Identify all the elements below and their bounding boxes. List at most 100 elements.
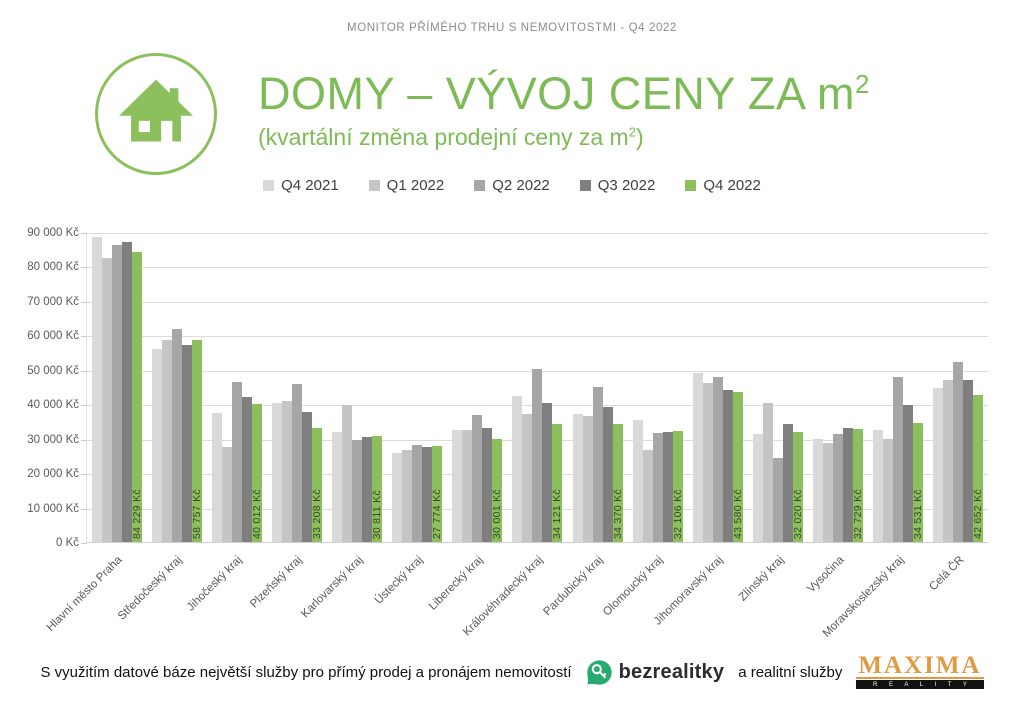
y-axis-label: 0 Kč bbox=[55, 537, 79, 549]
bar-group: 34 121 Kč bbox=[507, 233, 567, 542]
bar-q4-2021 bbox=[452, 430, 463, 542]
y-axis-tick bbox=[81, 474, 87, 476]
bar-q2-2022 bbox=[712, 377, 723, 542]
bar-q2-2022 bbox=[832, 433, 843, 542]
bar-value-label: 40 012 Kč bbox=[251, 489, 264, 539]
page-title: DOMY – VÝVOJ CENY ZA m2 bbox=[258, 68, 870, 119]
bar-q4-2022: 34 531 Kč bbox=[912, 423, 924, 542]
bar-q4-2022: 84 229 Kč bbox=[131, 251, 144, 542]
bar-q2-2022 bbox=[292, 384, 303, 542]
bar-q4-2022: 32 106 Kč bbox=[671, 431, 684, 542]
legend-label: Q4 2022 bbox=[703, 177, 761, 194]
bar-group: 34 531 Kč bbox=[868, 233, 928, 542]
bar-group: 32 729 Kč bbox=[808, 233, 868, 542]
bar-q4-2021 bbox=[752, 433, 763, 542]
legend-swatch bbox=[579, 180, 591, 191]
bar-q4-2022: 30 001 Kč bbox=[491, 438, 503, 542]
bar-group: 42 652 Kč bbox=[928, 233, 988, 542]
bar-q4-2022: 40 012 Kč bbox=[251, 404, 264, 542]
bar-q4-2021 bbox=[692, 373, 703, 542]
y-axis-tick bbox=[81, 301, 87, 303]
bezrealitky-pin-icon bbox=[586, 659, 612, 685]
bar-q4-2021 bbox=[392, 452, 403, 542]
y-axis-label: 70 000 Kč bbox=[27, 295, 79, 308]
gridline bbox=[87, 233, 988, 234]
bar-q1-2022 bbox=[342, 404, 353, 542]
bar-groups: 84 229 Kč 58 757 Kč 40 012 Kč 33 208 Kč 30 8… bbox=[87, 233, 988, 542]
bar-q3-2022 bbox=[662, 432, 673, 542]
bar-q2-2022 bbox=[112, 245, 123, 542]
bar-q4-2021 bbox=[152, 349, 163, 542]
y-axis-label: 20 000 Kč bbox=[27, 468, 79, 481]
bar-q1-2022 bbox=[642, 450, 653, 542]
bar-q2-2022 bbox=[532, 369, 543, 542]
legend-swatch bbox=[263, 180, 275, 191]
bar-value-label: 58 757 Kč bbox=[191, 489, 204, 539]
maxima-wordmark: MAXIMA bbox=[856, 652, 984, 679]
legend-item-q3-2022: Q3 2022 bbox=[579, 177, 655, 194]
bar-q4-2022: 33 208 Kč bbox=[311, 427, 323, 542]
bar-q3-2022 bbox=[782, 423, 793, 542]
bar-q2-2022 bbox=[772, 458, 783, 542]
bar-q3-2022 bbox=[842, 428, 853, 542]
bar-q4-2021 bbox=[332, 432, 343, 542]
bar-q4-2022: 42 652 Kč bbox=[972, 395, 984, 542]
bar-value-label: 32 106 Kč bbox=[671, 489, 684, 539]
bar-q1-2022 bbox=[942, 379, 953, 542]
plot-area: 0 Kč 10 000 Kč 20 000 Kč 30 000 Kč 40 000 Kč… bbox=[27, 227, 988, 549]
bar-group: 32 106 Kč bbox=[628, 233, 688, 542]
bar-q1-2022 bbox=[462, 429, 473, 542]
y-axis-label: 90 000 Kč bbox=[27, 227, 79, 239]
bar-q4-2022: 58 757 Kč bbox=[191, 339, 204, 542]
y-axis-label: 40 000 Kč bbox=[27, 399, 79, 412]
y-axis-tick bbox=[81, 233, 87, 234]
footer-text: S využitím datové báze největší služby p… bbox=[40, 663, 572, 681]
y-axis-tick bbox=[81, 439, 87, 441]
legend-label: Q2 2022 bbox=[492, 177, 550, 194]
bar-q3-2022 bbox=[902, 404, 913, 542]
bar-q4-2022: 27 774 Kč bbox=[431, 446, 444, 542]
legend-item-q4-2021: Q4 2021 bbox=[263, 177, 339, 194]
bar-value-label: 84 229 Kč bbox=[131, 489, 144, 539]
bar-q3-2022 bbox=[602, 406, 613, 542]
bar-q4-2022: 32 729 Kč bbox=[852, 429, 864, 542]
bar-q4-2021 bbox=[812, 439, 823, 542]
bar-group: 40 012 Kč bbox=[207, 233, 267, 542]
title-block: DOMY – VÝVOJ CENY ZA m2 (kvartální změna… bbox=[258, 68, 870, 151]
bar-q4-2021 bbox=[272, 402, 283, 542]
maxima-reality-bar: R E A L I T Y bbox=[856, 680, 984, 689]
bar-q1-2022 bbox=[882, 438, 893, 542]
bar-value-label: 34 370 Kč bbox=[611, 489, 624, 539]
y-axis-label: 80 000 Kč bbox=[27, 261, 79, 274]
bar-value-label: 43 580 Kč bbox=[731, 489, 744, 539]
bar-q4-2022: 32 020 Kč bbox=[792, 431, 804, 542]
footer-middle-text: a realitní služby bbox=[738, 663, 843, 681]
bar-q1-2022 bbox=[702, 382, 713, 542]
bar-q4-2022: 30 811 Kč bbox=[371, 435, 383, 542]
bar-group: 84 229 Kč bbox=[87, 233, 147, 542]
bar-q3-2022 bbox=[362, 437, 373, 542]
house-icon bbox=[95, 53, 217, 175]
bar-q1-2022 bbox=[282, 401, 293, 542]
legend-swatch bbox=[474, 180, 486, 191]
bar-q4-2021 bbox=[932, 387, 943, 542]
y-axis-tick bbox=[81, 543, 87, 544]
bar-q3-2022 bbox=[542, 403, 553, 542]
bar-q2-2022 bbox=[172, 328, 183, 542]
bar-q2-2022 bbox=[352, 439, 363, 542]
maxima-logo: MAXIMA R E A L I T Y bbox=[856, 652, 984, 689]
bar-q1-2022 bbox=[162, 339, 173, 542]
bar-q4-2021 bbox=[212, 412, 223, 542]
y-axis-tick bbox=[81, 267, 87, 269]
y-axis-label: 30 000 Kč bbox=[27, 433, 79, 446]
bar-q2-2022 bbox=[472, 414, 483, 542]
y-axis-label: 50 000 Kč bbox=[27, 364, 79, 377]
y-axis-tick bbox=[81, 508, 87, 510]
bar-value-label: 27 774 Kč bbox=[431, 489, 444, 539]
bar-q2-2022 bbox=[952, 361, 963, 542]
bar-q3-2022 bbox=[182, 344, 193, 542]
bar-q2-2022 bbox=[412, 444, 423, 542]
legend-label: Q4 2021 bbox=[281, 177, 339, 194]
